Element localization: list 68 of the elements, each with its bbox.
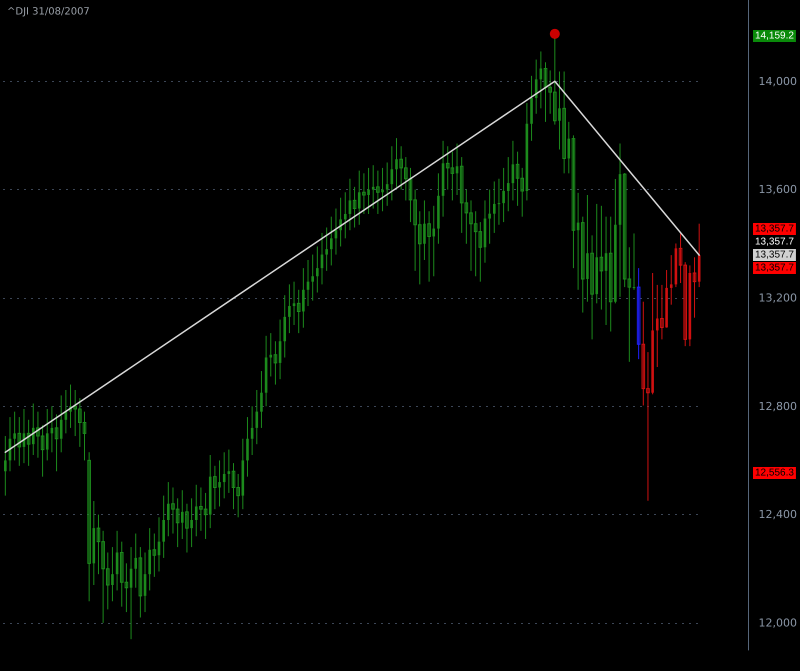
candlestick [330,216,333,266]
candlestick [185,503,189,553]
candlestick [255,390,258,445]
text: 13,357.7 [755,224,794,234]
candlestick [362,172,366,214]
candlestick [26,419,30,466]
candlestick [296,289,301,334]
candlestick [427,210,431,282]
candlestick [348,178,352,231]
candlestick [278,319,282,380]
candlestick [64,390,68,434]
candlestick [54,414,58,472]
candlestick [306,260,310,307]
candlestick [386,162,388,206]
candlestick [367,167,370,214]
text: 13,357.7 [755,236,794,248]
text: 14,159.2 [755,30,794,42]
candlestick [390,146,394,201]
y-tick-label: 12,000 [758,616,798,630]
candlestick [376,170,380,214]
candlestick [274,340,278,386]
text: 13,357.7 [755,250,794,260]
candlestick [506,156,510,212]
candlestick [636,268,640,360]
candlestick [162,495,165,558]
candlestick [222,452,226,499]
candlestick [190,498,193,548]
candlestick [660,284,664,340]
candlestick [246,416,249,478]
y-tick-label: 13,200 [758,291,798,304]
text: 12,556.3 [755,468,794,478]
candlestick [334,208,338,256]
candlestick [600,205,604,310]
candlestick [130,546,132,640]
candlestick [320,232,324,285]
candlestick [8,416,12,472]
y-tick-label: 14,000 [758,74,798,88]
candlestick [580,216,585,314]
candlestick [18,416,22,466]
candlestick [152,533,156,578]
candlestick [670,254,673,306]
candlestick [352,186,356,228]
text: ^DJI 31/08/2007 [7,6,90,18]
candlestick [488,189,491,244]
candlestick [562,71,566,174]
candlestick [502,167,505,223]
candlestick [250,406,254,456]
candlestick [138,546,142,618]
candlestick [316,246,319,293]
candlestick [512,140,514,201]
y-tick-label: 13,600 [758,183,798,196]
candlestick [572,134,576,269]
candlestick [590,234,594,340]
candlestick [498,178,500,226]
candlestick [288,284,291,334]
candlestick [492,180,496,234]
text: 13,357.7 [755,262,794,274]
candlestick [544,62,548,122]
candlestick [325,227,328,272]
candlestick [608,216,613,332]
y-tick-label: 12,800 [758,400,798,413]
candlestick [4,436,7,496]
candlestick [344,192,347,239]
y-tick-label: 12,400 [758,508,798,522]
candlestick [50,406,54,453]
candlestick [260,370,263,428]
candlestick [120,541,124,608]
candlestick [87,452,91,602]
